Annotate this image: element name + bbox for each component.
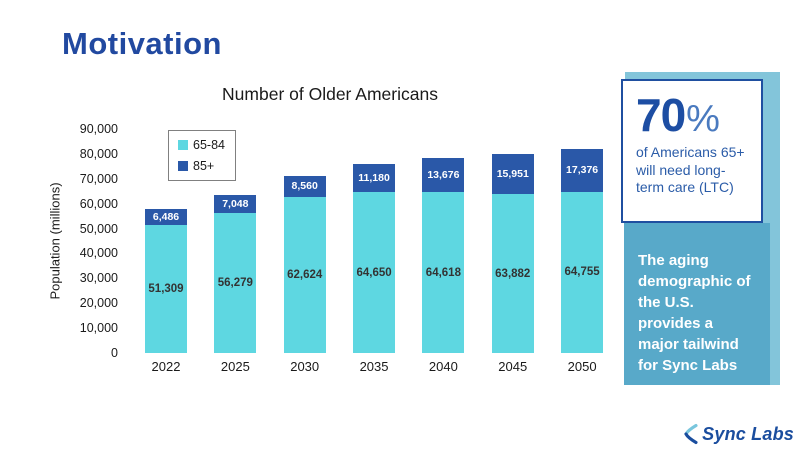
sync-chevron-icon (684, 423, 698, 445)
bar-value-label-85plus: 15,951 (496, 168, 529, 181)
bar-segment-85plus: 8,560 (283, 175, 326, 198)
y-tick-label: 80,000 (79, 146, 118, 161)
bar-value-label-65-84: 64,618 (425, 266, 461, 279)
y-tick-label: 20,000 (79, 296, 118, 311)
x-axis-label: 2050 (567, 359, 597, 374)
bar-segment-85plus: 11,180 (353, 164, 396, 193)
bar-value-label-65-84: 51,309 (148, 283, 184, 296)
x-axis-label: 2022 (151, 359, 181, 374)
bar-segment-85plus: 17,376 (561, 148, 604, 192)
bar-value-label-85plus: 7,048 (222, 198, 249, 211)
legend-label-85plus: 85+ (193, 159, 215, 173)
y-tick-label: 70,000 (79, 171, 118, 186)
x-axis-label: 2040 (428, 359, 458, 374)
stat-card: 70% of Americans 65+ will need long-term… (621, 79, 763, 223)
page-title: Motivation (62, 26, 222, 61)
bar-value-label-85plus: 11,180 (358, 172, 390, 185)
stat-value: 70 (636, 89, 686, 141)
legend-swatch-65-84-icon (178, 140, 188, 150)
bar-segment-65-84: 51,309 (145, 225, 187, 353)
x-axis-label: 2045 (498, 359, 528, 374)
legend-item-85plus: 85+ (178, 159, 225, 173)
bar-value-label-65-84: 64,755 (564, 266, 600, 279)
bar-value-label-85plus: 6,486 (152, 211, 180, 224)
y-tick-label: 60,000 (79, 196, 118, 211)
y-tick-label: 10,000 (79, 321, 118, 336)
stat-line: 70% (636, 92, 751, 138)
bar-segment-65-84: 56,279 (214, 212, 257, 353)
bar-segment-85plus: 6,486 (145, 209, 187, 226)
bar-segment-85plus: 7,048 (214, 195, 257, 213)
bar-segment-65-84: 64,650 (353, 192, 396, 353)
bar-segment-65-84: 62,624 (283, 197, 326, 353)
callout-box: The aging demographic of the U.S. provid… (624, 223, 770, 385)
bar-segment-85plus: 13,676 (422, 158, 465, 193)
y-tick-label: 90,000 (79, 122, 118, 136)
bar-value-label-85plus: 8,560 (291, 180, 318, 193)
bar-value-label-65-84: 56,279 (217, 276, 253, 289)
callout-text: The aging demographic of the U.S. provid… (638, 252, 751, 374)
stat-percent-sign: % (686, 98, 720, 140)
chart-title: Number of Older Americans (222, 84, 438, 104)
bar-value-label-65-84: 62,624 (287, 269, 323, 282)
y-tick-label: 40,000 (79, 246, 118, 261)
legend-item-65-84: 65-84 (178, 138, 225, 152)
brand-logo: Sync Labs (683, 423, 794, 445)
bar-value-label-65-84: 63,882 (495, 267, 531, 280)
y-tick-label: 30,000 (79, 271, 118, 286)
stat-caption: of Americans 65+ will need long-term car… (636, 144, 745, 196)
bar-segment-65-84: 64,755 (561, 191, 604, 353)
bar-value-label-85plus: 17,376 (566, 164, 599, 177)
x-axis-label: 2030 (290, 359, 320, 374)
brand-name: Sync Labs (702, 423, 794, 444)
bar-segment-85plus: 15,951 (491, 154, 534, 195)
legend-swatch-85plus-icon (178, 161, 188, 171)
bar-segment-65-84: 64,618 (422, 192, 465, 353)
bar-value-label-65-84: 64,650 (356, 266, 392, 279)
bar-segment-65-84: 63,882 (491, 194, 534, 353)
legend-label-65-84: 65-84 (193, 138, 225, 152)
x-axis-label: 2035 (359, 359, 389, 374)
y-tick-label: 50,000 (79, 221, 118, 236)
bar-value-label-85plus: 13,676 (427, 169, 460, 182)
legend: 65-84 85+ (168, 130, 236, 181)
x-axis-label: 2025 (220, 359, 250, 374)
y-tick-label: 0 (111, 346, 118, 360)
